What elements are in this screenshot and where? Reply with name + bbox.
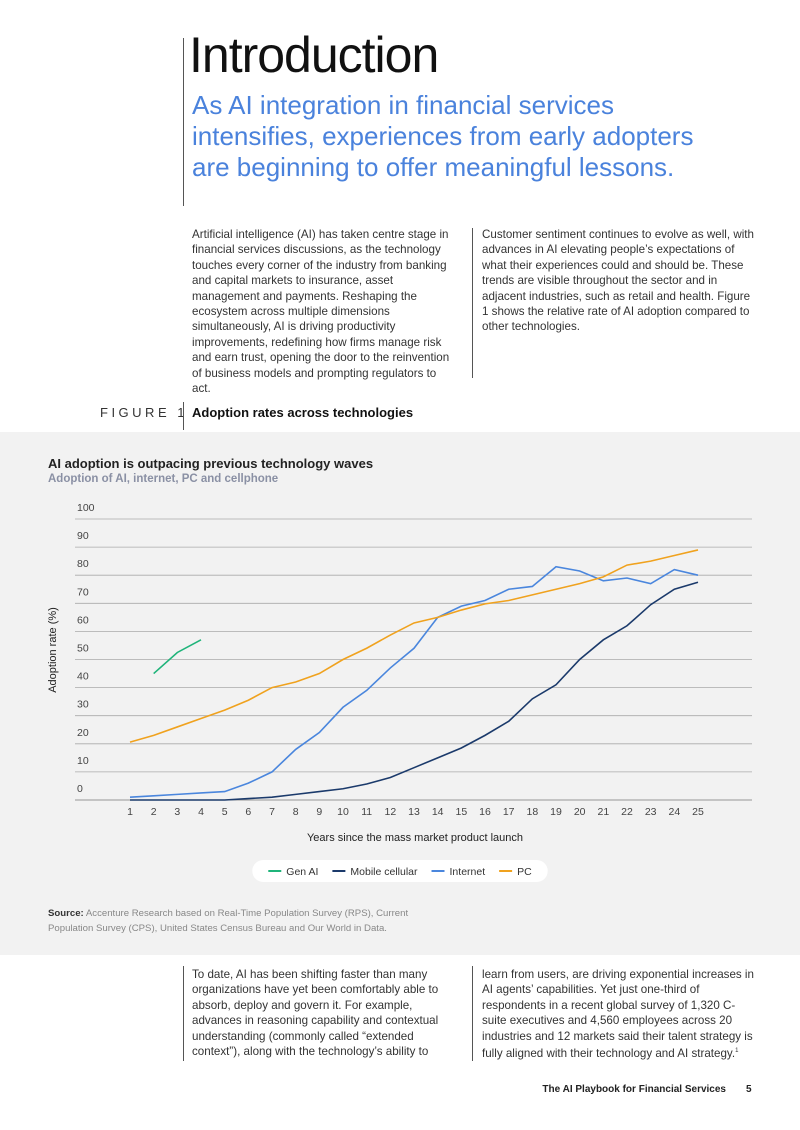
x-tick-label: 5 — [222, 806, 228, 818]
paragraph: Customer sentiment continues to evolve a… — [482, 228, 754, 334]
x-tick-label: 25 — [692, 806, 704, 818]
paragraph-text: learn from users, are driving exponentia… — [482, 968, 754, 1060]
x-tick-label: 11 — [361, 806, 372, 818]
x-tick-label: 2 — [151, 806, 157, 818]
x-tick-label: 16 — [479, 806, 491, 818]
legend-label: Internet — [450, 866, 486, 878]
x-tick-label: 12 — [384, 806, 396, 818]
legend-box — [252, 860, 548, 882]
paragraph: To date, AI has been shifting faster tha… — [192, 968, 439, 1059]
x-tick-label: 13 — [408, 806, 420, 818]
x-tick-label: 15 — [455, 806, 467, 818]
y-tick-label: 80 — [77, 558, 89, 570]
y-tick-label: 0 — [77, 783, 83, 795]
figure-label: FIGURE 1 — [100, 405, 188, 420]
x-tick-label: 8 — [293, 806, 299, 818]
x-tick-label: 9 — [316, 806, 322, 818]
rule — [183, 402, 184, 430]
x-axis-label: Years since the mass market product laun… — [307, 832, 523, 844]
chart-title: AI adoption is outpacing previous techno… — [48, 456, 373, 471]
series-line — [130, 581, 699, 801]
source-label: Source: — [48, 908, 84, 919]
rule — [472, 966, 473, 1061]
x-tick-label: 21 — [597, 806, 609, 818]
figure-caption: Adoption rates across technologies — [192, 405, 414, 420]
y-tick-label: 50 — [77, 643, 89, 655]
figure-panel: AI adoption is outpacing previous techno… — [0, 432, 800, 955]
x-tick-label: 24 — [668, 806, 680, 818]
footer-title: The AI Playbook for Financial Services — [542, 1084, 726, 1095]
y-tick-label: 10 — [77, 755, 89, 767]
chart-subtitle: Adoption of AI, internet, PC and cellpho… — [48, 473, 278, 485]
series-line — [129, 565, 699, 798]
page-title: Introduction — [189, 27, 439, 83]
y-tick-label: 100 — [77, 502, 95, 514]
chart: AI adoption is outpacing previous techno… — [47, 456, 752, 882]
x-tick-label: 20 — [574, 806, 586, 818]
legend: Gen AI Mobile cellular Internet PC — [252, 860, 548, 882]
y-tick-label: 30 — [77, 699, 89, 711]
page-subtitle: As AI integration in financial services … — [192, 90, 694, 182]
x-tick-label: 10 — [337, 806, 349, 818]
paragraph: Artificial intelligence (AI) has taken c… — [192, 228, 450, 396]
series-line — [129, 549, 699, 743]
y-tick-label: 90 — [77, 530, 89, 542]
legend-label: Mobile cellular — [350, 866, 418, 878]
x-tick-label: 22 — [621, 806, 633, 818]
source-text: Accenture Research based on Real-Time Po… — [48, 908, 409, 934]
legend-label: PC — [517, 866, 532, 878]
y-axis-label: Adoption rate (%) — [47, 607, 59, 693]
rule — [183, 966, 184, 1061]
x-tick-label: 7 — [269, 806, 275, 818]
x-tick-label: 14 — [432, 806, 444, 818]
series-line — [153, 639, 202, 675]
x-tick-label: 4 — [198, 806, 204, 818]
footnote-mark: 1 — [735, 1048, 739, 1055]
page-number: 5 — [746, 1084, 752, 1095]
x-tick-label: 17 — [503, 806, 515, 818]
x-tick-label: 6 — [245, 806, 251, 818]
x-tick-label: 18 — [526, 806, 538, 818]
y-tick-label: 40 — [77, 671, 89, 683]
rule — [472, 228, 473, 378]
y-tick-label: 70 — [77, 586, 89, 598]
legend-label: Gen AI — [286, 866, 318, 878]
x-tick-label: 19 — [550, 806, 562, 818]
rule — [183, 38, 184, 206]
x-tick-label: 3 — [174, 806, 180, 818]
x-tick-label: 23 — [645, 806, 657, 818]
x-tick-label: 1 — [127, 806, 133, 818]
y-tick-label: 60 — [77, 614, 89, 626]
source-note: Source: Accenture Research based on Real… — [48, 906, 428, 936]
y-tick-label: 20 — [77, 727, 89, 739]
paragraph: learn from users, are driving exponentia… — [482, 967, 756, 1061]
